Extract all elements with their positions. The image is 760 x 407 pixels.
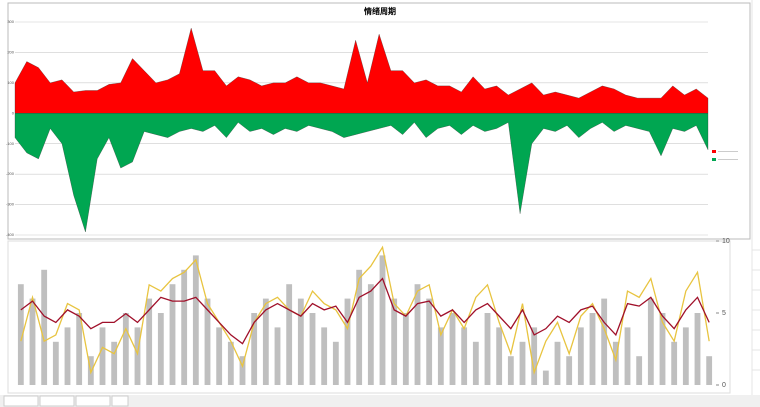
bar	[169, 284, 176, 385]
bar	[181, 269, 188, 385]
bar	[344, 298, 351, 385]
bar	[461, 327, 468, 385]
y-tick-label: -100	[6, 141, 15, 146]
bar	[216, 327, 223, 385]
bar	[274, 327, 281, 385]
bar	[52, 341, 59, 385]
bar	[309, 313, 316, 385]
legend	[712, 150, 738, 161]
bar	[566, 356, 573, 385]
bar	[542, 370, 549, 385]
bar	[204, 298, 211, 385]
bar	[706, 356, 713, 385]
y2-tick-label: 0	[722, 382, 726, 389]
bar	[379, 255, 386, 385]
bar	[694, 313, 701, 385]
bar	[122, 313, 129, 385]
bar	[134, 327, 141, 385]
bar	[647, 298, 654, 385]
bar	[507, 356, 514, 385]
bar	[531, 327, 538, 385]
bar	[472, 341, 479, 385]
bar	[192, 255, 199, 385]
bar	[682, 327, 689, 385]
bar	[484, 313, 491, 385]
bar	[554, 341, 561, 385]
line	[20, 277, 710, 345]
y2-tick-label: 10	[722, 238, 730, 245]
bar	[111, 341, 118, 385]
y-tick-label: -300	[6, 202, 15, 207]
bar	[577, 327, 584, 385]
bar	[426, 298, 433, 385]
bar	[519, 341, 526, 385]
bar	[367, 284, 374, 385]
bar	[391, 298, 398, 385]
sheet-tabs	[0, 395, 760, 407]
bar	[321, 327, 328, 385]
bar	[41, 269, 48, 385]
bar	[332, 341, 339, 385]
bar	[157, 313, 164, 385]
bar	[17, 284, 24, 385]
bar	[64, 327, 71, 385]
bar	[286, 284, 293, 385]
chart-title: 情绪周期	[363, 6, 396, 16]
y-tick-label: 100	[7, 80, 14, 85]
area	[14, 27, 709, 114]
bar	[612, 341, 619, 385]
bar	[601, 298, 608, 385]
bar	[146, 298, 153, 385]
area	[14, 113, 709, 233]
bar	[29, 298, 36, 385]
bar	[414, 284, 421, 385]
bar	[356, 269, 363, 385]
bar	[262, 298, 269, 385]
bar	[589, 313, 596, 385]
y-tick-label: -400	[6, 232, 15, 237]
sheet-grid	[751, 0, 760, 395]
bar	[624, 327, 631, 385]
y-tick-label: 300	[7, 19, 14, 24]
bar	[402, 313, 409, 385]
y-tick-label: -200	[6, 171, 15, 176]
bar	[659, 313, 666, 385]
bar	[449, 313, 456, 385]
bar	[297, 298, 304, 385]
y-tick-label: 200	[7, 49, 14, 54]
y2-tick-label: 5	[722, 310, 726, 317]
bar	[76, 313, 83, 385]
bar	[437, 327, 444, 385]
bar	[239, 356, 246, 385]
bar	[496, 327, 503, 385]
y-tick-label: 0	[12, 110, 15, 115]
bar	[671, 341, 678, 385]
tabs	[3, 395, 129, 407]
bar	[227, 341, 234, 385]
bar	[251, 313, 258, 385]
bar	[99, 327, 106, 385]
bar	[636, 356, 643, 385]
